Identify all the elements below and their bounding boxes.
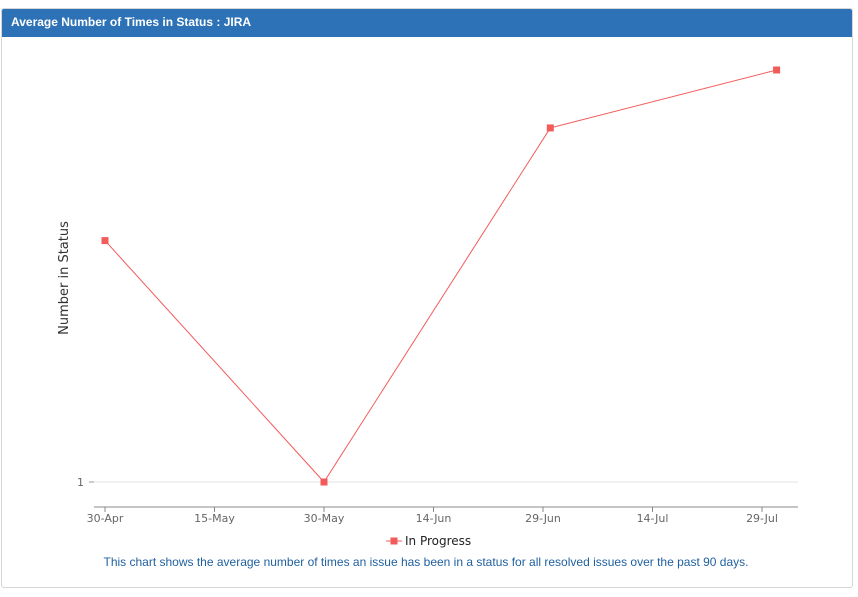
x-tick-label: 30-Apr (87, 512, 124, 525)
x-tick-label: 29-Jun (525, 512, 561, 525)
data-point (773, 66, 781, 74)
legend-marker (390, 537, 398, 545)
data-point (546, 124, 554, 132)
y-tick-label: 1 (77, 476, 84, 489)
series-line (104, 69, 777, 483)
x-tick-label: 15-May (194, 512, 235, 525)
data-point (320, 478, 328, 486)
data-point (101, 237, 109, 245)
y-axis-title: Number in Status (57, 221, 72, 335)
legend-label: In Progress (405, 534, 471, 548)
x-tick-label: 30-May (304, 512, 345, 525)
chart-caption: This chart shows the average number of t… (103, 555, 749, 569)
x-tick-label: 14-Jun (416, 512, 452, 525)
chart-panel: Average Number of Times in Status : JIRA (1, 8, 853, 588)
x-tick-label: 29-Jul (746, 512, 778, 525)
panel-title: Average Number of Times in Status : JIRA (2, 9, 852, 37)
x-tick-label: 14-Jul (637, 512, 669, 525)
